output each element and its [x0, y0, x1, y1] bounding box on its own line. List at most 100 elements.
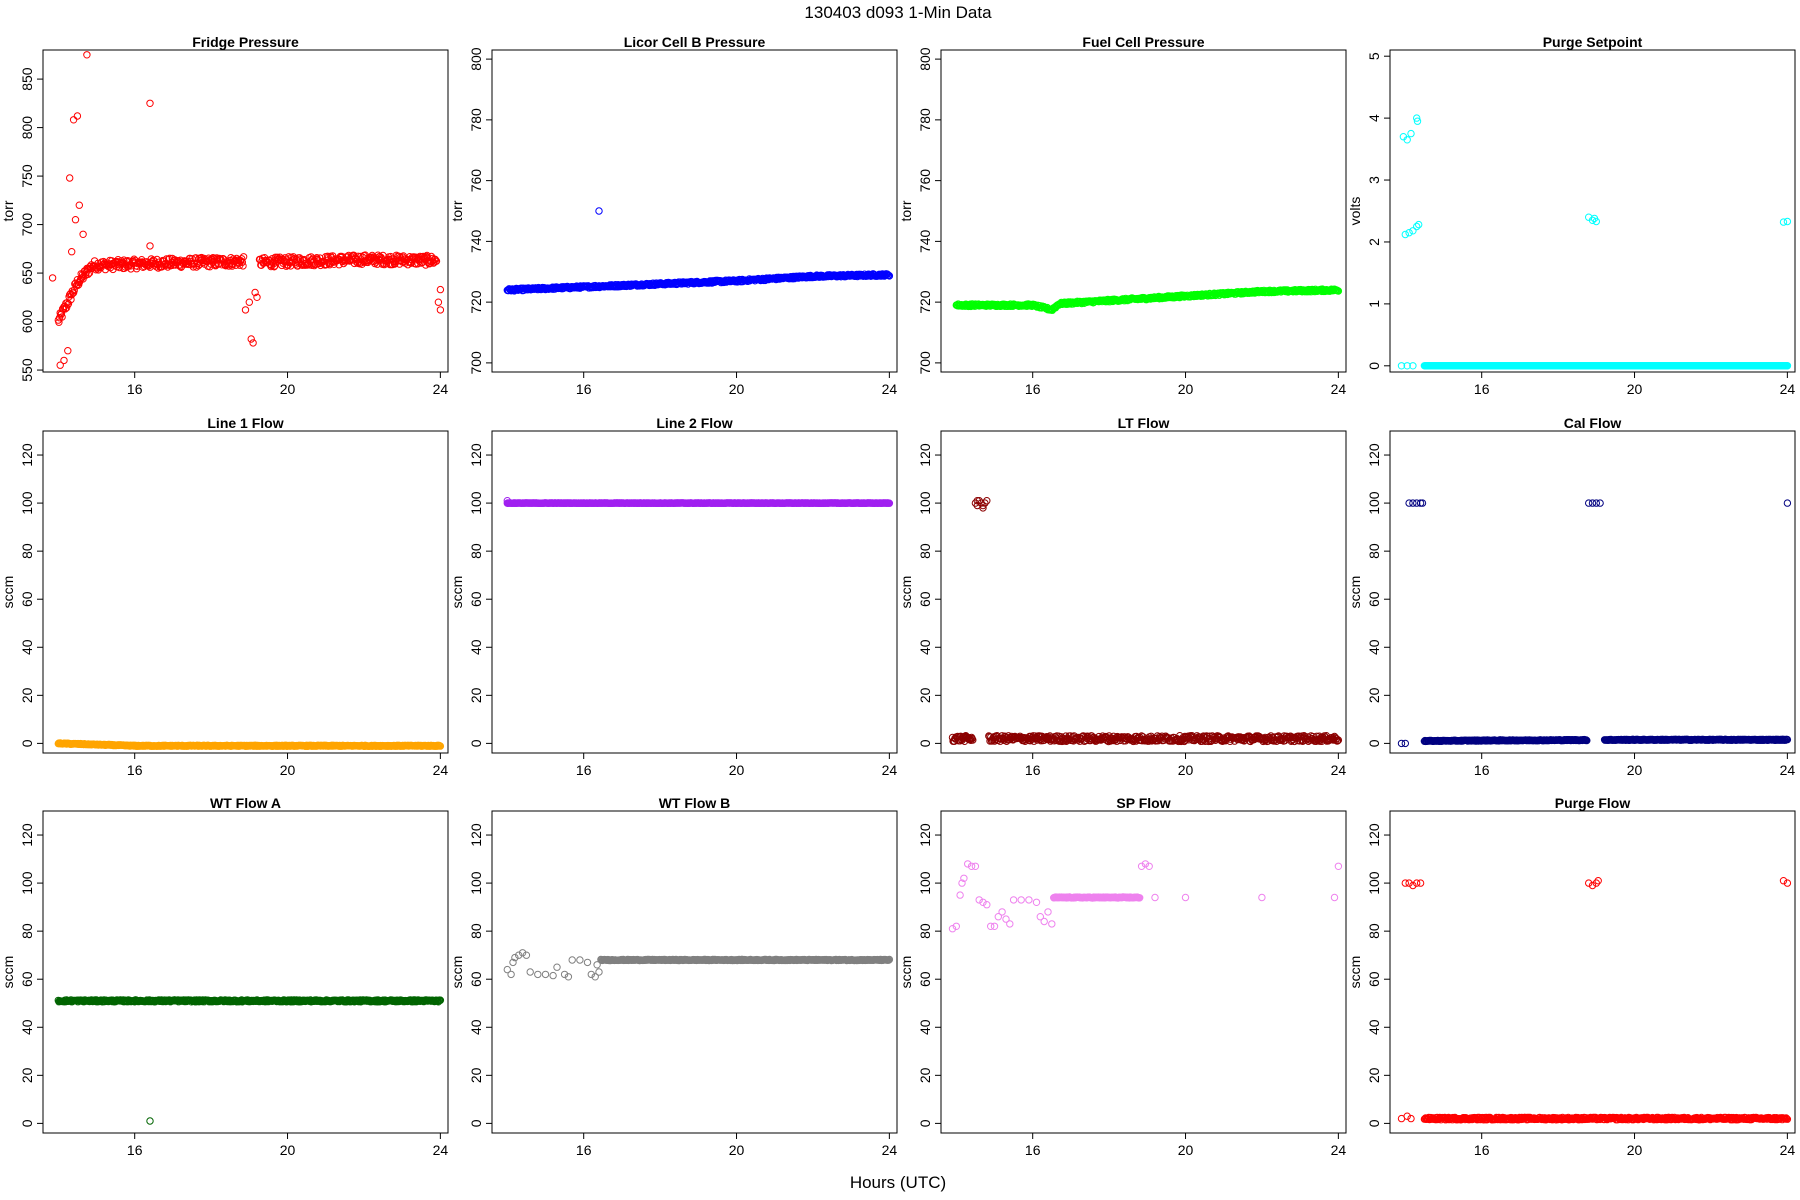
panel-title: Fridge Pressure [192, 34, 299, 50]
data-point [79, 230, 87, 239]
data-point [1401, 739, 1410, 748]
x-tick-label: 24 [1331, 381, 1347, 397]
panel-title: LT Flow [1118, 415, 1170, 431]
data-point [239, 253, 248, 261]
data-point [56, 361, 64, 369]
data-point [238, 258, 247, 266]
plot-frame [42, 49, 449, 373]
plot-frame [1389, 49, 1796, 373]
y-tick-label: 0 [917, 739, 933, 747]
y-tick-label: 4 [1366, 114, 1382, 122]
x-tick-label: 24 [882, 381, 898, 397]
y-tick-label: 750 [19, 164, 35, 188]
data-point [64, 347, 72, 355]
data-point [75, 201, 84, 209]
data-point [395, 252, 403, 260]
y-axis-label: sccm [449, 576, 465, 609]
data-points [952, 285, 1343, 314]
data-point [247, 335, 255, 343]
data-points [948, 497, 1343, 746]
y-tick-label: 0 [468, 739, 484, 747]
x-tick-label: 16 [1474, 381, 1490, 397]
y-tick-label: 650 [19, 261, 35, 285]
y-tick-label: 60 [917, 591, 933, 607]
data-points [503, 497, 894, 507]
data-point [68, 248, 76, 256]
panel-title: Licor Cell B Pressure [624, 34, 766, 50]
y-tick-label: 5 [1366, 52, 1382, 60]
y-tick-label: 120 [19, 823, 35, 847]
data-point [83, 51, 91, 59]
plot-frame [42, 430, 449, 754]
y-tick-label: 120 [19, 443, 35, 467]
x-tick-label: 24 [433, 1142, 449, 1158]
data-point [64, 301, 72, 309]
y-tick-label: 720 [917, 290, 933, 314]
y-axis-label: sccm [0, 956, 16, 989]
data-point [885, 272, 894, 280]
data-point [436, 285, 445, 294]
data-point [60, 356, 68, 365]
y-tick-label: 80 [19, 923, 35, 939]
data-point [376, 252, 384, 261]
y-tick-label: 800 [19, 116, 35, 140]
y-tick-label: 3 [1366, 176, 1382, 184]
x-tick-label: 16 [1025, 762, 1041, 778]
data-point [1204, 292, 1212, 300]
data-point [1409, 227, 1417, 235]
x-tick-label: 24 [1331, 762, 1347, 778]
plot-frame [491, 49, 898, 373]
data-point [241, 306, 250, 314]
data-point [57, 309, 66, 318]
y-tick-label: 40 [1366, 639, 1382, 655]
y-tick-label: 40 [19, 639, 35, 655]
y-tick-label: 120 [1366, 443, 1382, 467]
y-tick-label: 780 [468, 108, 484, 132]
y-tick-label: 850 [19, 67, 35, 91]
plot-frame [1389, 430, 1796, 754]
y-tick-label: 60 [468, 591, 484, 607]
y-tick-label: 100 [19, 491, 35, 515]
data-point [58, 313, 66, 321]
data-point [253, 293, 261, 301]
y-tick-label: 720 [468, 290, 484, 314]
plot-frame [940, 49, 1347, 373]
data-point [1405, 229, 1413, 237]
data-point [1783, 217, 1792, 226]
data-point [66, 174, 74, 182]
y-tick-label: 0 [19, 1119, 35, 1127]
data-point [436, 306, 445, 314]
data-points [54, 996, 445, 1125]
y-tick-label: 100 [468, 491, 484, 515]
panel-title: Purge Setpoint [1543, 34, 1643, 50]
data-point [434, 298, 443, 306]
data-point [595, 207, 603, 215]
data-point [190, 259, 199, 268]
data-point [162, 259, 170, 268]
y-tick-label: 800 [468, 47, 484, 71]
data-point [361, 251, 369, 259]
y-tick-label: 1 [1366, 300, 1382, 308]
y-axis-label: torr [0, 200, 16, 221]
y-tick-label: 0 [19, 739, 35, 747]
x-tick-label: 16 [127, 1142, 143, 1158]
data-point [68, 291, 76, 299]
data-point [885, 271, 893, 279]
y-tick-label: 60 [19, 591, 35, 607]
y-tick-label: 550 [19, 358, 35, 382]
y-tick-label: 100 [917, 491, 933, 515]
x-tick-label: 16 [127, 381, 143, 397]
x-tick-label: 20 [280, 381, 296, 397]
y-tick-label: 800 [917, 47, 933, 71]
x-tick-label: 16 [576, 381, 592, 397]
panel-title: WT Flow A [210, 795, 281, 811]
y-tick-label: 120 [917, 443, 933, 467]
data-point [238, 255, 246, 263]
data-points [1397, 499, 1792, 748]
y-tick-label: 700 [917, 351, 933, 375]
